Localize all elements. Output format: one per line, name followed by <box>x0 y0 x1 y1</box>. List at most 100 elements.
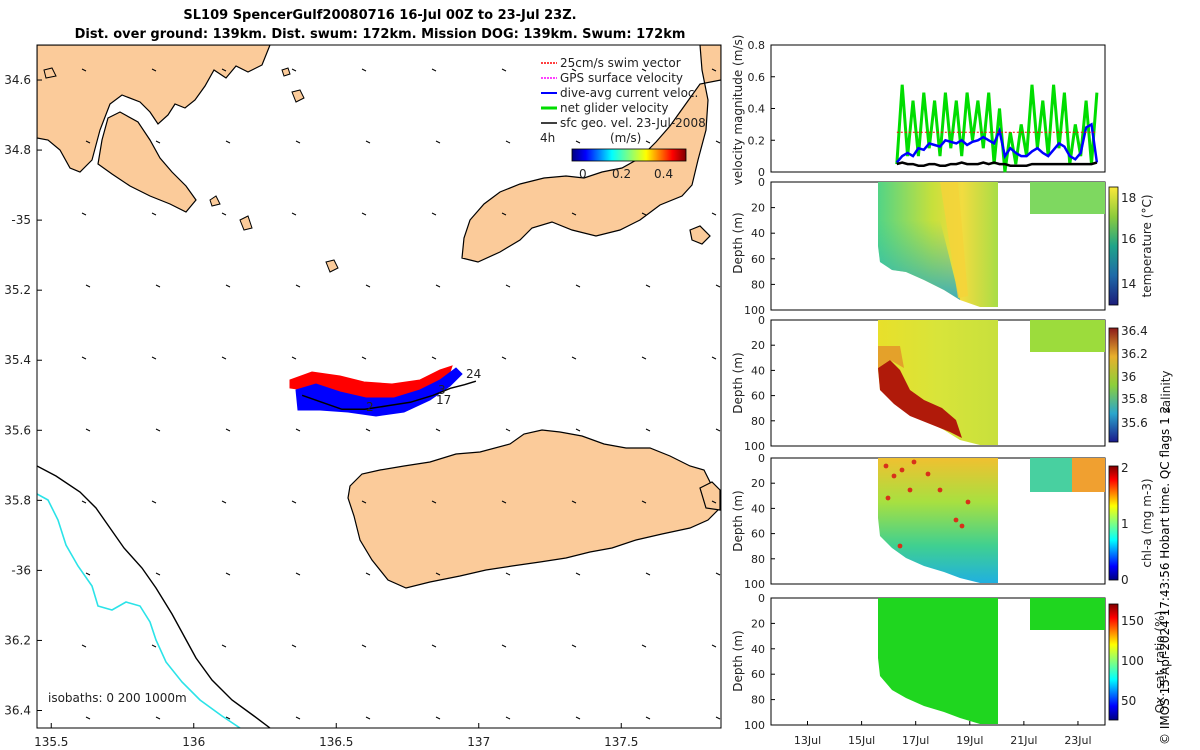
geo-arrow <box>361 644 367 648</box>
geo-arrow <box>221 644 227 648</box>
glider-track: 2 17 3 24 <box>289 365 481 417</box>
isobaths-label: isobaths: 0 200 1000m <box>48 691 187 705</box>
legend-current: dive-avg current veloc. <box>560 86 698 100</box>
temperature-colorbar <box>1108 186 1119 306</box>
map-xtick-label: 137 <box>467 735 490 749</box>
geo-arrow <box>435 716 441 720</box>
salinity-cb-tick-3: 35.8 <box>1121 392 1148 406</box>
oxygen-cb-label: Ox. sat. ratio (%) <box>1153 611 1167 713</box>
oxygen-ylabel: Depth (m) <box>731 630 745 691</box>
geo-arrow <box>225 284 231 288</box>
geo-arrow <box>155 572 161 576</box>
geo-arrow <box>151 68 157 72</box>
geo-arrow <box>81 212 87 216</box>
depth-tick-label: 60 <box>751 390 765 403</box>
geo-arrow <box>505 428 511 432</box>
depth-tick-label: 40 <box>751 643 765 656</box>
geo-arrow <box>291 68 297 72</box>
depth-tick-label: 60 <box>751 668 765 681</box>
depth-tick-label: 0 <box>758 592 765 605</box>
oxygen-xtick-label: 15Jul <box>848 734 875 747</box>
oxygen-x-axis: 13Jul 15Jul 17Jul 19Jul 21Jul 23Jul <box>794 721 1092 747</box>
geo-arrow <box>501 644 507 648</box>
small-islands <box>43 67 339 273</box>
velocity-ytick-label: 0.6 <box>748 71 766 84</box>
temperature-cb-tick-18: 18 <box>1121 191 1136 205</box>
geo-arrow <box>361 356 367 360</box>
geo-arrow <box>505 716 511 720</box>
geo-arrow <box>295 284 301 288</box>
chla-sample-dot <box>899 467 905 473</box>
depth-tick-label: 80 <box>751 694 765 707</box>
depth-tick-label: 20 <box>751 202 765 215</box>
geo-arrow <box>221 500 227 504</box>
legend-net: net glider velocity <box>560 101 668 115</box>
geo-arrow <box>431 68 437 72</box>
geo-arrow <box>155 140 161 144</box>
depth-tick-label: 80 <box>751 415 765 428</box>
geo-arrow <box>431 356 437 360</box>
oxygen-panel: Depth (m) 150 100 50 Ox. sat. ratio (%) … <box>731 597 1167 747</box>
geo-arrow <box>431 644 437 648</box>
geo-arrow <box>435 284 441 288</box>
geo-arrow <box>505 284 511 288</box>
depth-tick-label: 40 <box>751 364 765 377</box>
oxygen-cb-tick-50: 50 <box>1121 694 1136 708</box>
velocity-ytick-label: 0.8 <box>748 39 766 52</box>
temperature-field-warm-streak <box>940 182 968 298</box>
map-xtick-label: 135.5 <box>34 735 68 749</box>
isobath-200m <box>37 465 271 728</box>
land-eyre-peninsula <box>37 45 271 173</box>
salinity-field-high <box>878 360 962 438</box>
salinity-cb-tick-4: 35.6 <box>1121 416 1148 430</box>
geo-arrow <box>715 572 721 576</box>
geo-arrow <box>715 428 721 432</box>
geo-arrow <box>571 500 577 504</box>
geo-arrow <box>151 500 157 504</box>
map-y-axis: 34.6 34.8 -35 35.2 35.4 35.6 35.8 -36 36.2 36.4 <box>4 73 42 717</box>
geo-arrow <box>221 212 227 216</box>
salinity-ylabel: Depth (m) <box>731 352 745 413</box>
current-vectors <box>295 367 463 417</box>
salinity-cb-tick-1: 36.2 <box>1121 347 1148 361</box>
colorbar-prefix: 4h <box>540 131 555 145</box>
track-label-2: 2 <box>366 400 374 414</box>
geo-arrow <box>365 428 371 432</box>
colorbar-tick-0: 0 <box>579 167 587 181</box>
geo-arrow <box>645 140 651 144</box>
map-ytick-label: -35 <box>11 213 31 227</box>
geo-arrow <box>711 644 717 648</box>
oxygen-cb-tick-100: 100 <box>1121 654 1144 668</box>
chla-sample-dot <box>911 459 917 465</box>
geo-arrow <box>501 212 507 216</box>
salinity-panel: Depth (m) 36.4 36.2 36 35.8 35.6 salinit… <box>731 319 1173 447</box>
chla-field-late-high <box>1072 458 1105 492</box>
depth-tick-label: 20 <box>751 339 765 352</box>
geo-arrow <box>645 284 651 288</box>
chla-sample-dot <box>907 487 913 493</box>
geo-arrow <box>501 356 507 360</box>
chla-colorbar <box>1108 465 1119 581</box>
depth-tick-label: 40 <box>751 502 765 515</box>
geo-arrow <box>291 500 297 504</box>
geo-arrow <box>225 140 231 144</box>
salinity-colorbar <box>1108 327 1119 443</box>
map-frame <box>36 44 722 729</box>
colorbar-tick-2: 0.4 <box>654 167 673 181</box>
geo-arrow <box>715 716 721 720</box>
depth-tick-label: 20 <box>751 617 765 630</box>
geo-arrow <box>155 428 161 432</box>
temperature-cb-tick-16: 16 <box>1121 232 1136 246</box>
geo-arrow <box>361 68 367 72</box>
temperature-cb-tick-14: 14 <box>1121 277 1136 291</box>
geo-arrow <box>291 212 297 216</box>
geo-arrow <box>571 644 577 648</box>
geo-arrow <box>435 140 441 144</box>
geo-arrow <box>151 212 157 216</box>
geo-arrow <box>295 140 301 144</box>
depth-tick-label: 0 <box>758 452 765 465</box>
map-ytick-label: 35.4 <box>4 353 31 367</box>
geo-arrow <box>365 140 371 144</box>
salinity-field-mid <box>878 346 904 368</box>
